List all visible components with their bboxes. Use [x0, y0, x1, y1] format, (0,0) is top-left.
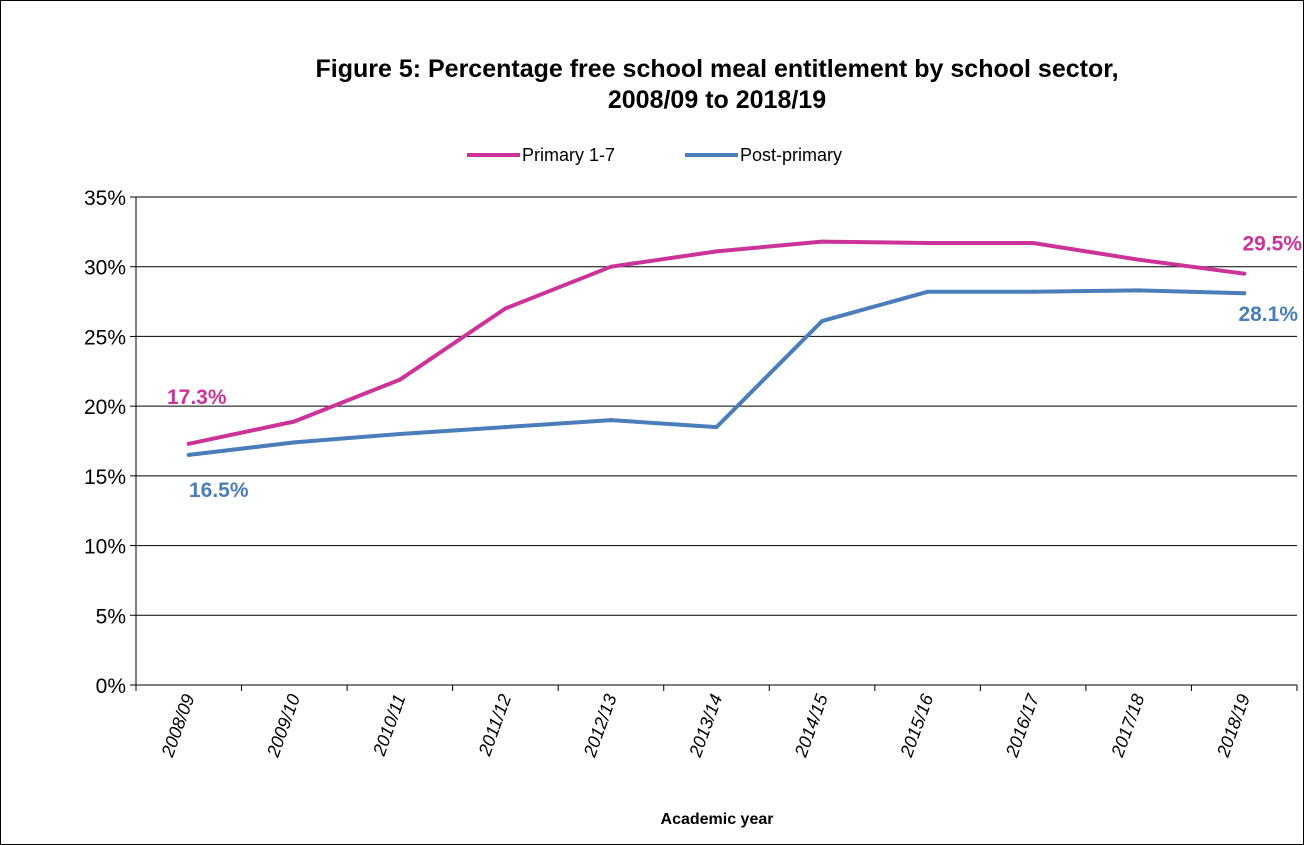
- x-tick-label: 2008/09: [157, 692, 198, 761]
- x-tick-label: 2013/14: [685, 692, 726, 761]
- data-point: [1136, 288, 1141, 293]
- x-tick-label: 2009/10: [263, 692, 304, 761]
- x-axis-label: Academic year: [661, 811, 774, 828]
- x-tick-label: 2011/12: [474, 692, 515, 760]
- x-tick-label: 2012/13: [579, 692, 620, 761]
- data-label-post-primary-last: 28.1%: [1238, 303, 1298, 326]
- data-point: [820, 319, 825, 324]
- data-labels: 17.3% 29.5% 16.5% 28.1%: [167, 233, 1302, 502]
- data-point: [292, 419, 297, 424]
- gridlines: [136, 196, 1297, 616]
- data-point: [1242, 291, 1247, 296]
- data-point: [925, 241, 930, 246]
- x-tick-label: 2010/11: [369, 692, 410, 760]
- data-point: [608, 418, 613, 423]
- y-axis-ticks: 0% 5% 10% 15% 20% 25% 30% 35%: [84, 187, 136, 698]
- legend: Primary 1-7 Post-primary: [467, 145, 842, 165]
- x-tick-label: 2016/17: [1002, 691, 1044, 761]
- legend-label-primary: Primary 1-7: [522, 145, 615, 165]
- series-lines: [186, 239, 1247, 457]
- x-tick-label: 2014/15: [790, 691, 832, 761]
- y-tick-label: 20%: [84, 396, 126, 419]
- series-line-primary: [186, 239, 1247, 446]
- data-point: [1031, 289, 1036, 294]
- x-tick-label: 2018/19: [1213, 692, 1254, 761]
- y-tick-label: 15%: [84, 466, 126, 489]
- data-point: [925, 289, 930, 294]
- data-point: [186, 452, 191, 457]
- x-tick-label: 2017/18: [1107, 692, 1148, 761]
- chart-title-line-1: Figure 5: Percentage free school meal en…: [315, 55, 1118, 83]
- data-point: [1031, 241, 1036, 246]
- data-point: [397, 432, 402, 437]
- x-axis-ticks: 2008/09 2009/10 2010/11 2011/12 2012/13 2013/…: [135, 685, 1298, 761]
- legend-label-post-primary: Post-primary: [740, 145, 842, 165]
- data-point: [397, 377, 402, 382]
- y-tick-label: 0%: [96, 675, 126, 698]
- y-tick-label: 25%: [84, 326, 126, 349]
- data-label-primary-last: 29.5%: [1242, 233, 1302, 256]
- data-point: [714, 249, 719, 254]
- data-point: [820, 239, 825, 244]
- data-point: [1242, 271, 1247, 276]
- axes: [135, 197, 1297, 686]
- y-tick-label: 10%: [84, 536, 126, 559]
- data-point: [503, 306, 508, 311]
- data-point: [292, 440, 297, 445]
- y-tick-label: 30%: [84, 257, 126, 280]
- x-tick-label: 2015/16: [896, 691, 938, 761]
- y-tick-label: 35%: [84, 187, 126, 210]
- data-point: [714, 425, 719, 430]
- data-point: [608, 264, 613, 269]
- chart-title-line-2: 2008/09 to 2018/19: [608, 86, 826, 114]
- data-point: [503, 425, 508, 430]
- data-point: [1136, 257, 1141, 262]
- series-line-post-primary: [186, 288, 1247, 457]
- data-label-post-primary-first: 16.5%: [189, 479, 249, 502]
- data-label-primary-first: 17.3%: [167, 386, 227, 409]
- data-point: [186, 441, 191, 446]
- y-tick-label: 5%: [96, 605, 126, 628]
